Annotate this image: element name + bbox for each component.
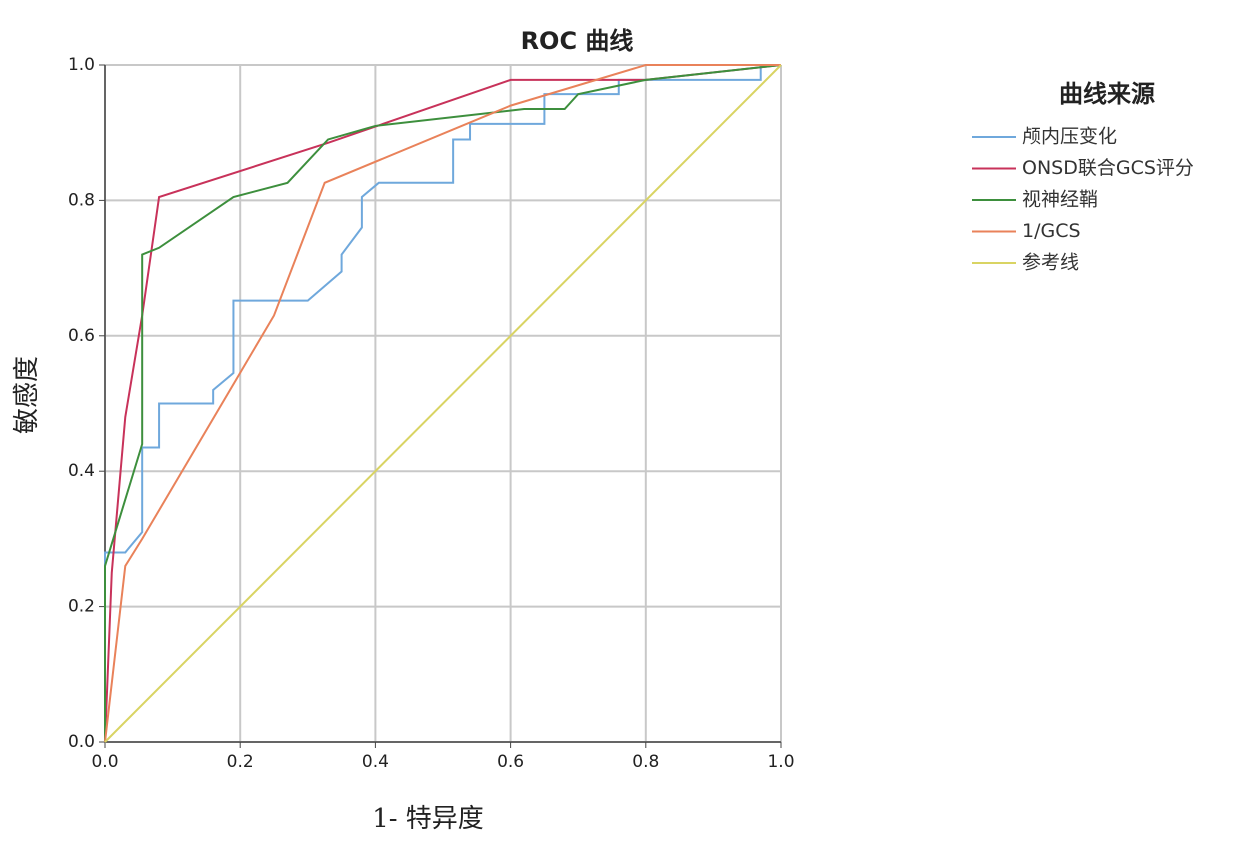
roc-line — [104, 64, 781, 743]
roc-line — [104, 64, 782, 743]
legend-label: ONSD联合GCS评分 — [1022, 157, 1194, 179]
legend-label: 颅内压变化 — [1022, 126, 1117, 148]
x-tick-label: 1.0 — [767, 752, 794, 772]
y-tick-label: 1.0 — [68, 55, 95, 75]
y-tick-label: 0.4 — [68, 461, 95, 481]
y-axis-label: 敏感度 — [12, 356, 42, 434]
y-tick-label: 0.8 — [68, 190, 95, 210]
x-axis-label: 1- 特异度 — [372, 804, 484, 834]
legend-title: 曲线来源 — [1059, 80, 1155, 108]
roc-line — [104, 64, 782, 743]
chart-title: ROC 曲线 — [521, 27, 634, 55]
legend-label: 参考线 — [1022, 252, 1079, 274]
legend-label: 1/GCS — [1022, 220, 1081, 242]
x-tick-label: 0.8 — [632, 752, 659, 772]
roc-line — [104, 64, 782, 742]
y-tick-label: 0.2 — [68, 597, 95, 617]
y-tick-label: 0.0 — [68, 732, 95, 752]
x-tick-label: 0.4 — [362, 752, 389, 772]
grid — [104, 64, 782, 743]
x-tick-label: 0.6 — [497, 752, 524, 772]
x-tick-label: 0.2 — [227, 752, 254, 772]
legend-label: 视神经鞘 — [1022, 189, 1098, 211]
x-tick-label: 0.0 — [91, 752, 118, 772]
y-tick-label: 0.6 — [68, 326, 95, 346]
